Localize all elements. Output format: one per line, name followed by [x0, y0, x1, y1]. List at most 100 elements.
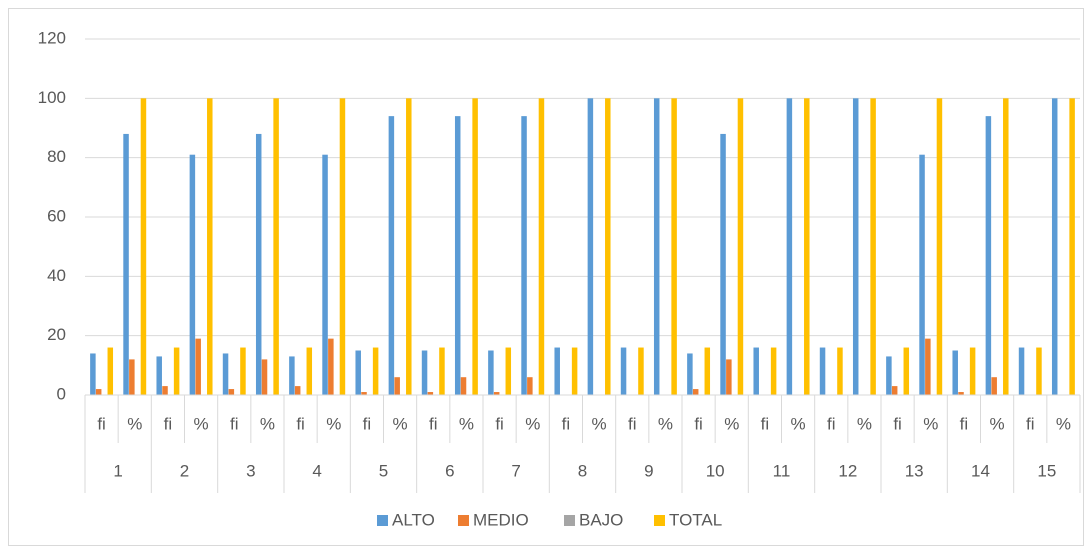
- bar: [720, 133, 726, 395]
- bar: [306, 347, 313, 395]
- x-tick-label: %: [990, 414, 1005, 433]
- y-tick-label: 0: [57, 384, 66, 403]
- bar: [704, 347, 711, 395]
- group-label: 10: [706, 461, 725, 480]
- x-tick-label: fi: [363, 414, 372, 433]
- bar: [454, 116, 461, 395]
- bar: [919, 154, 925, 395]
- bar: [228, 389, 235, 395]
- bar: [289, 356, 295, 395]
- bar: [671, 98, 677, 395]
- bar: [891, 386, 898, 395]
- bar: [969, 347, 976, 395]
- bar: [638, 347, 644, 395]
- bar: [1003, 98, 1009, 395]
- bar: [488, 350, 494, 395]
- bar: [538, 98, 545, 395]
- x-tick-label: fi: [429, 414, 438, 433]
- x-tick-label: fi: [628, 414, 637, 433]
- x-tick-label: fi: [827, 414, 836, 433]
- x-tick-label: fi: [694, 414, 703, 433]
- bar: [620, 347, 627, 395]
- x-tick-label: %: [658, 414, 673, 433]
- x-tick-label: %: [326, 414, 341, 433]
- x-tick-label: %: [260, 414, 275, 433]
- group-label: 6: [445, 461, 454, 480]
- bar: [140, 98, 147, 395]
- legend-swatch: [458, 515, 469, 526]
- bar: [294, 386, 301, 395]
- bar: [372, 347, 379, 395]
- legend-swatch: [377, 515, 388, 526]
- bar: [786, 98, 793, 395]
- bar: [726, 359, 732, 395]
- x-tick-label: fi: [562, 414, 571, 433]
- x-tick-label: %: [923, 414, 938, 433]
- x-tick-label: fi: [761, 414, 770, 433]
- bar: [439, 347, 445, 395]
- bar: [886, 356, 892, 395]
- y-tick-label: 20: [47, 325, 66, 344]
- bar: [240, 347, 246, 395]
- bar: [903, 347, 910, 395]
- group-label: 14: [971, 461, 990, 480]
- bar: [173, 347, 180, 395]
- bar: [421, 350, 428, 395]
- group-label: 15: [1037, 461, 1056, 480]
- bar: [95, 389, 102, 395]
- bar: [261, 359, 268, 395]
- bar: [322, 154, 328, 395]
- group-label: 2: [180, 461, 189, 480]
- x-tick-label: fi: [1026, 414, 1035, 433]
- bar: [952, 350, 958, 395]
- bar: [852, 98, 859, 395]
- x-tick-label: fi: [230, 414, 239, 433]
- legend-swatch: [564, 515, 575, 526]
- x-tick-label: %: [857, 414, 872, 433]
- group-label: 12: [838, 461, 857, 480]
- x-tick-label: %: [525, 414, 540, 433]
- bar: [189, 154, 196, 395]
- legend-label: TOTAL: [669, 510, 722, 529]
- bar: [870, 98, 876, 395]
- group-label: 9: [644, 461, 653, 480]
- group-label: 3: [246, 461, 255, 480]
- bar: [123, 133, 129, 395]
- bar: [222, 353, 229, 395]
- group-label: 13: [905, 461, 924, 480]
- bar: [156, 356, 162, 395]
- legend-swatch: [654, 515, 665, 526]
- bar: [273, 98, 279, 395]
- bar: [605, 98, 611, 395]
- x-tick-label: %: [393, 414, 408, 433]
- group-label: 5: [379, 461, 388, 480]
- bar: [427, 392, 434, 395]
- x-tick-label: fi: [960, 414, 969, 433]
- bar: [587, 98, 594, 395]
- group-label: 1: [113, 461, 122, 480]
- bar: [687, 353, 693, 395]
- x-tick-label: fi: [893, 414, 902, 433]
- x-tick-label: fi: [97, 414, 106, 433]
- x-tick-label: fi: [495, 414, 504, 433]
- bar: [753, 347, 759, 395]
- group-label: 4: [312, 461, 321, 480]
- y-tick-label: 80: [47, 147, 66, 166]
- bar: [991, 377, 997, 395]
- x-tick-label: %: [194, 414, 209, 433]
- bar: [472, 98, 478, 395]
- bar: [653, 98, 660, 395]
- bar: [692, 389, 699, 395]
- bar: [406, 98, 412, 395]
- x-tick-label: fi: [164, 414, 173, 433]
- legend-label: BAJO: [579, 510, 623, 529]
- legend-label: MEDIO: [473, 510, 529, 529]
- x-tick-label: %: [127, 414, 142, 433]
- bar: [129, 359, 135, 395]
- bar: [394, 377, 400, 395]
- y-tick-label: 120: [38, 28, 66, 47]
- bar: [527, 377, 533, 395]
- bar: [107, 347, 114, 395]
- bar: [521, 116, 527, 395]
- bar: [493, 392, 500, 395]
